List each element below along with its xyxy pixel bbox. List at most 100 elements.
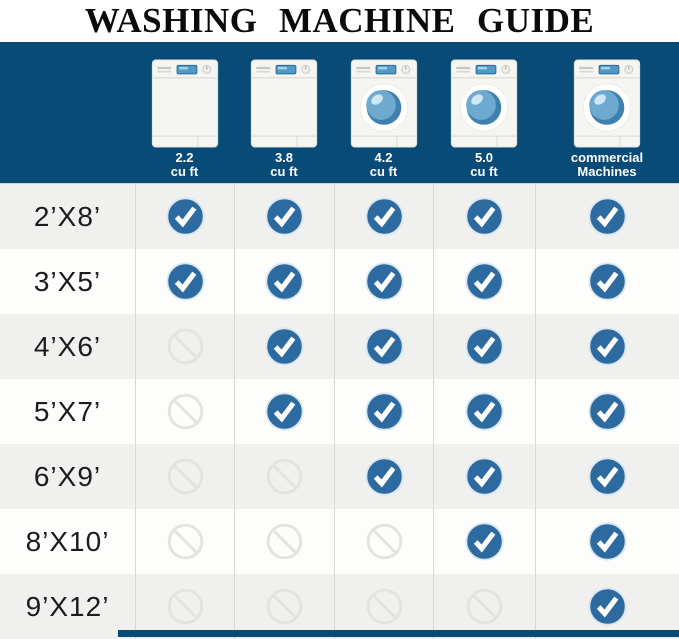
check-icon [588, 457, 627, 496]
check-icon [364, 197, 404, 236]
not-suitable-icon [266, 588, 303, 625]
machine-capacity-label: 3.8 [274, 150, 294, 165]
not-suitable-icon [167, 328, 203, 365]
machine-capacity-label: 4.2 [374, 150, 393, 165]
not-suitable-icon [266, 523, 303, 560]
compatibility-cell [234, 184, 334, 249]
compatibility-cell [535, 444, 679, 509]
row-size-label: 2’X8’ [33, 200, 102, 232]
table-row: 3’X5’ [0, 249, 679, 314]
compatibility-cell [433, 574, 535, 639]
compatibility-cell [234, 574, 334, 639]
compatibility-cell [334, 444, 433, 509]
compatibility-cell [334, 379, 433, 444]
compatibility-cell [334, 574, 433, 639]
check-icon [364, 392, 404, 431]
compatibility-cell [135, 314, 234, 379]
row-size-label: 8’X10’ [25, 525, 110, 557]
compatibility-cell [234, 444, 334, 509]
check-icon [465, 327, 504, 366]
table-row: 2’X8’ [0, 184, 679, 249]
machine-capacity-unit: cu ft [369, 164, 398, 179]
compatibility-cell [135, 444, 234, 509]
page-title: WASHING MACHINE GUIDE [84, 1, 595, 40]
not-suitable-icon [466, 588, 503, 625]
not-suitable-icon [366, 523, 402, 560]
compatibility-cell [334, 249, 433, 314]
check-icon [364, 262, 404, 301]
machine-capacity-unit: cu ft [470, 164, 498, 179]
compatibility-cell [433, 184, 535, 249]
row-size-label: 4’X6’ [33, 330, 102, 362]
compatibility-cell [135, 574, 234, 639]
compatibility-cell [433, 509, 535, 574]
table-row: 8’X10’ [0, 509, 679, 574]
front-load-washer-icon [450, 59, 518, 148]
compatibility-cell [535, 314, 679, 379]
compatibility-cell [535, 184, 679, 249]
compatibility-cell [234, 379, 334, 444]
check-icon [465, 262, 504, 301]
compatibility-cell [135, 249, 234, 314]
machine-column: 3.8 cu ft [234, 42, 334, 183]
compatibility-cell [234, 314, 334, 379]
machine-capacity-label: 2.2 [175, 150, 194, 165]
check-icon [588, 262, 627, 301]
machine-capacity-label: 5.0 [474, 150, 494, 165]
check-icon [265, 262, 304, 301]
compatibility-cell [535, 379, 679, 444]
not-suitable-icon [167, 588, 203, 625]
table-row: 9’X12’ [0, 574, 679, 639]
table-row: 5’X7’ [0, 379, 679, 444]
bottom-accent-bar [118, 630, 679, 637]
compatibility-cell [535, 574, 679, 639]
row-size-label: 3’X5’ [33, 265, 102, 297]
front-load-washer-icon [350, 59, 418, 148]
machine-column: 5.0 cu ft [433, 42, 535, 183]
check-icon [364, 327, 404, 366]
title-bar: WASHING MACHINE GUIDE [0, 0, 679, 42]
check-icon [364, 457, 404, 496]
compatibility-cell [334, 509, 433, 574]
top-load-washer-icon [151, 59, 219, 148]
compatibility-cell [334, 184, 433, 249]
check-icon [588, 392, 627, 431]
machine-capacity-unit: Machines [577, 164, 637, 179]
table-row: 6’X9’ [0, 444, 679, 509]
machine-column: commercial Machines [535, 42, 679, 183]
row-size-label: 9’X12’ [25, 590, 110, 622]
not-suitable-icon [266, 458, 303, 495]
row-size-label: 5’X7’ [33, 395, 102, 427]
machine-capacity-unit: cu ft [170, 164, 199, 179]
not-suitable-icon [167, 393, 203, 430]
header-spacer [0, 42, 135, 183]
check-icon [465, 392, 504, 431]
compatibility-cell [135, 184, 234, 249]
check-icon [465, 457, 504, 496]
compatibility-cell [234, 509, 334, 574]
not-suitable-icon [366, 588, 402, 625]
table-row: 4’X6’ [0, 314, 679, 379]
machine-capacity-label: commercial [570, 150, 644, 165]
top-load-washer-icon [250, 59, 318, 148]
machine-column: 2.2 cu ft [135, 42, 234, 183]
row-size-label: 6’X9’ [33, 460, 102, 492]
check-icon [265, 392, 304, 431]
check-icon [265, 197, 304, 236]
compatibility-cell [135, 379, 234, 444]
check-icon [588, 197, 627, 236]
machine-column: 4.2 cu ft [334, 42, 433, 183]
compatibility-cell [433, 444, 535, 509]
compatibility-table: 2’X8’ 3’X5’ 4’X6’ 5’X7’ 6’X9’ [0, 183, 679, 639]
not-suitable-icon [167, 458, 203, 495]
check-icon [265, 327, 304, 366]
check-icon [165, 197, 205, 236]
compatibility-cell [234, 249, 334, 314]
not-suitable-icon [167, 523, 203, 560]
check-icon [465, 522, 504, 561]
front-load-washer-icon [573, 59, 641, 148]
check-icon [165, 262, 205, 301]
check-icon [588, 327, 627, 366]
compatibility-cell [135, 509, 234, 574]
compatibility-cell [334, 314, 433, 379]
